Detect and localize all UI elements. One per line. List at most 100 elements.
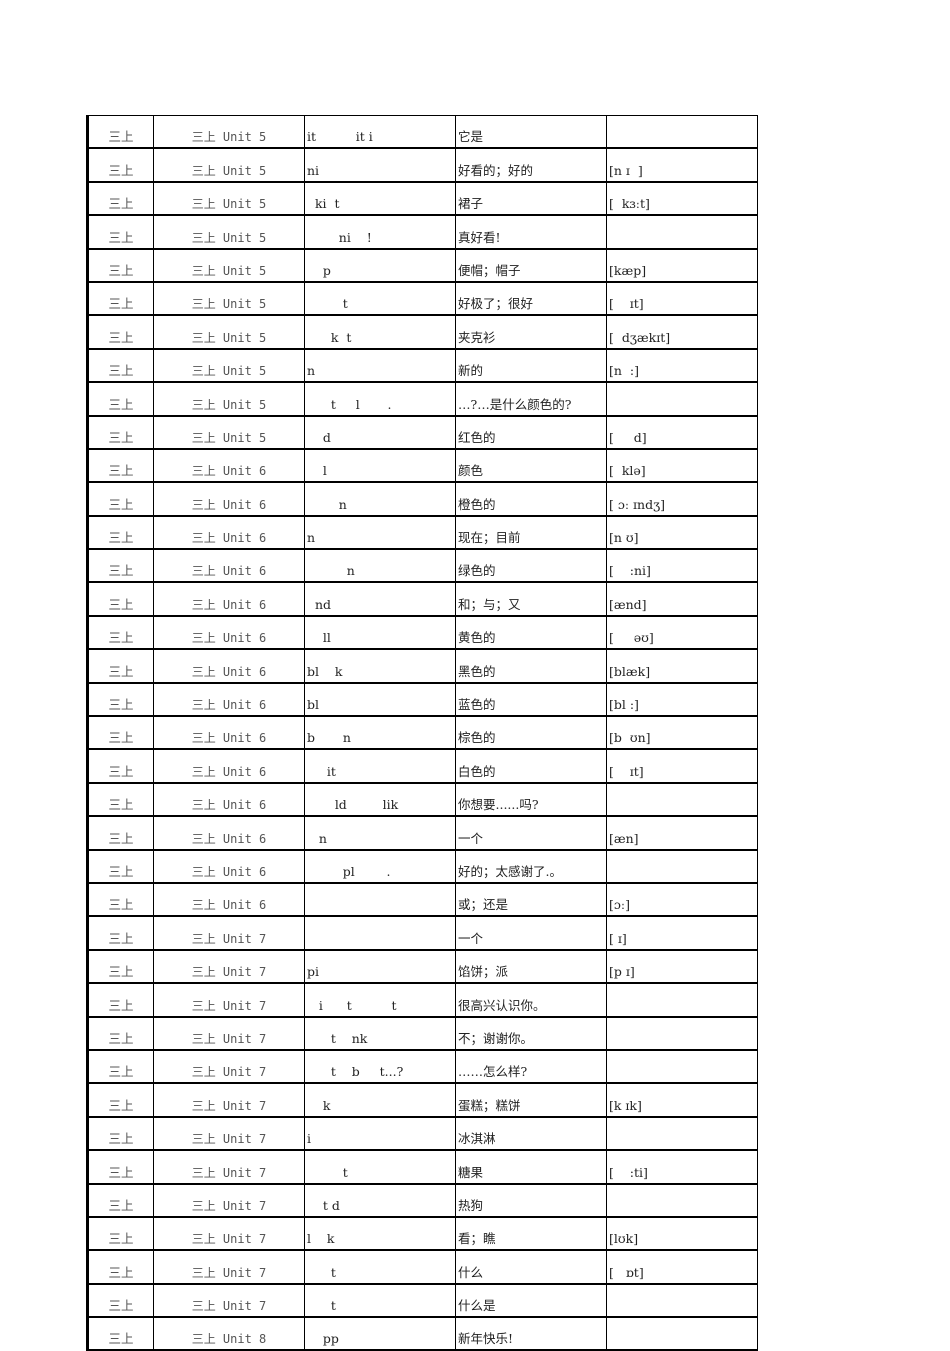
- phonetic-cell: [ɔː]: [606, 882, 758, 918]
- table-row: 三上 三上 Unit 5 t 好极了；很好[ ɪt]: [87, 281, 758, 317]
- meaning-cell: 热狗: [455, 1182, 607, 1218]
- unit-cell: 三上 Unit 7: [153, 1082, 305, 1118]
- grade-cell: 三上: [87, 1116, 154, 1152]
- meaning-cell: 好极了；很好: [455, 281, 607, 317]
- word-cell: ni: [304, 147, 456, 183]
- unit-cell: 三上 Unit 7: [153, 1149, 305, 1185]
- word-cell: p: [304, 248, 456, 283]
- phonetic-cell: [ ɒt]: [606, 1249, 758, 1285]
- table-row: 三上 三上 Unit 6 或；还是 [ɔː]: [87, 882, 758, 918]
- word-cell: t: [304, 1149, 456, 1185]
- grade-cell: 三上: [87, 682, 154, 718]
- word-cell: [304, 882, 456, 918]
- phonetic-cell: [kæp]: [606, 248, 758, 283]
- phonetic-cell: [606, 115, 758, 150]
- unit-cell: 三上 Unit 7: [153, 1016, 305, 1051]
- grade-cell: 三上: [87, 615, 154, 651]
- unit-cell: 三上 Unit 5: [153, 415, 305, 450]
- table-row: 三上 三上 Unit 7 k 蛋糕；糕饼 [k ɪk]: [87, 1082, 758, 1118]
- unit-cell: 三上 Unit 5: [153, 248, 305, 283]
- meaning-cell: 颜色: [455, 448, 607, 484]
- word-cell: t: [304, 281, 456, 317]
- table-row: 三上 三上 Unit 7 一个[ ɪ]: [87, 915, 758, 951]
- grade-cell: 三上: [87, 281, 154, 317]
- phonetic-cell: [bl :]: [606, 682, 758, 718]
- table-row: 三上 三上 Unit 7 t d 热狗: [87, 1182, 758, 1218]
- unit-cell: 三上 Unit 6: [153, 849, 305, 884]
- meaning-cell: 糖果: [455, 1149, 607, 1185]
- unit-cell: 三上 Unit 7: [153, 1182, 305, 1218]
- word-cell: d: [304, 415, 456, 450]
- meaning-cell: 一个: [455, 815, 607, 851]
- phonetic-cell: [b ʊn]: [606, 715, 758, 751]
- table-row: 三上 三上 Unit 7 t b t...? ……怎么样?: [87, 1049, 758, 1085]
- word-cell: pl .: [304, 849, 456, 884]
- table-row: 三上 三上 Unit 5 ni 好看的；好的 [n ɪ ]: [87, 147, 758, 183]
- phonetic-cell: [606, 1049, 758, 1085]
- unit-cell: 三上 Unit 5: [153, 348, 305, 384]
- table-row: 三上 三上 Unit 6 ld lik 你想要......吗?: [87, 782, 758, 818]
- unit-cell: 三上 Unit 5: [153, 147, 305, 183]
- phonetic-cell: [ dʒækɪt]: [606, 314, 758, 350]
- unit-cell: 三上 Unit 7: [153, 1049, 305, 1085]
- word-cell: it: [304, 748, 456, 784]
- unit-cell: 三上 Unit 5: [153, 281, 305, 317]
- grade-cell: 三上: [87, 448, 154, 484]
- phonetic-cell: [606, 1316, 758, 1351]
- phonetic-cell: [n ʊ]: [606, 515, 758, 551]
- meaning-cell: 新的: [455, 348, 607, 384]
- grade-cell: 三上: [87, 748, 154, 784]
- grade-cell: 三上: [87, 1316, 154, 1351]
- table-row: 三上 三上 Unit 6 n 橙色的[ ɔː ɪndʒ]: [87, 481, 758, 517]
- word-cell: nd: [304, 581, 456, 617]
- meaning-cell: 什么是: [455, 1283, 607, 1319]
- phonetic-cell: [blæk]: [606, 648, 758, 684]
- word-cell: t nk: [304, 1016, 456, 1051]
- table-row: 三上 三上 Unit 5 ki t 裙子[ kɜːt]: [87, 181, 758, 217]
- word-cell: it it i: [304, 115, 456, 150]
- phonetic-cell: [606, 214, 758, 250]
- phonetic-cell: [æn]: [606, 815, 758, 851]
- word-cell: i: [304, 1116, 456, 1152]
- word-cell: n: [304, 515, 456, 551]
- table-row: 三上 三上 Unit 6 bl 蓝色的 [bl :]: [87, 682, 758, 718]
- meaning-cell: 很高兴认识你。: [455, 982, 607, 1018]
- phonetic-cell: [ ɪ]: [606, 915, 758, 951]
- grade-cell: 三上: [87, 248, 154, 283]
- grade-cell: 三上: [87, 1149, 154, 1185]
- phonetic-cell: [n ɪ ]: [606, 147, 758, 183]
- meaning-cell: 和；与；又: [455, 581, 607, 617]
- table-row: 三上 三上 Unit 7 t nk 不；谢谢你。: [87, 1016, 758, 1051]
- word-cell: n: [304, 481, 456, 517]
- table-row: 三上 三上 Unit 5 n 新的 [n :]: [87, 348, 758, 384]
- word-cell: k t: [304, 314, 456, 350]
- table-row: 三上 三上 Unit 5 d 红色的[ d]: [87, 415, 758, 450]
- grade-cell: 三上: [87, 581, 154, 617]
- grade-cell: 三上: [87, 348, 154, 384]
- meaning-cell: 看；瞧: [455, 1216, 607, 1252]
- grade-cell: 三上: [87, 1249, 154, 1285]
- word-cell: pp: [304, 1316, 456, 1351]
- unit-cell: 三上 Unit 6: [153, 448, 305, 484]
- grade-cell: 三上: [87, 415, 154, 450]
- unit-cell: 三上 Unit 6: [153, 782, 305, 818]
- meaning-cell: 或；还是: [455, 882, 607, 918]
- grade-cell: 三上: [87, 381, 154, 417]
- meaning-cell: 蓝色的: [455, 682, 607, 718]
- unit-cell: 三上 Unit 6: [153, 815, 305, 851]
- meaning-cell: 夹克衫: [455, 314, 607, 350]
- grade-cell: 三上: [87, 949, 154, 985]
- phonetic-cell: [606, 1283, 758, 1319]
- unit-cell: 三上 Unit 5: [153, 314, 305, 350]
- grade-cell: 三上: [87, 214, 154, 250]
- grade-cell: 三上: [87, 782, 154, 818]
- table-row: 三上 三上 Unit 6 pl . 好的；太感谢了.。: [87, 849, 758, 884]
- unit-cell: 三上 Unit 6: [153, 882, 305, 918]
- phonetic-cell: [ænd]: [606, 581, 758, 617]
- meaning-cell: 不；谢谢你。: [455, 1016, 607, 1051]
- table-row: 三上 三上 Unit 6 bl k 黑色的 [blæk]: [87, 648, 758, 684]
- unit-cell: 三上 Unit 8: [153, 1316, 305, 1351]
- phonetic-cell: [ d]: [606, 415, 758, 450]
- unit-cell: 三上 Unit 6: [153, 648, 305, 684]
- unit-cell: 三上 Unit 7: [153, 915, 305, 951]
